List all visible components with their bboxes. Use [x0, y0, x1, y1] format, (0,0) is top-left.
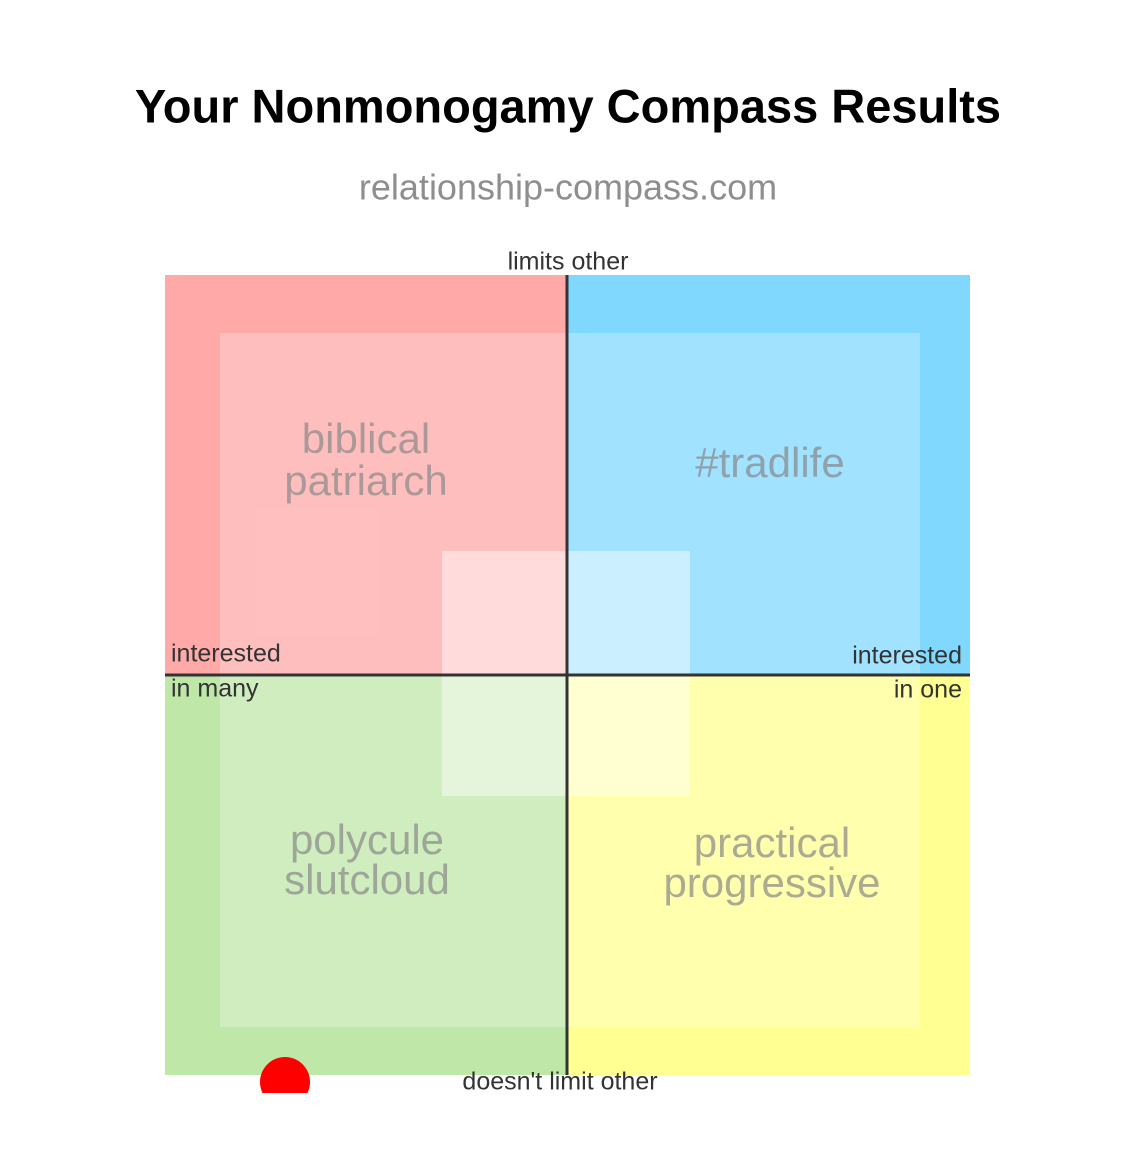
subtitle: relationship-compass.com	[359, 167, 777, 208]
axis-label: interested	[852, 642, 962, 670]
quadrant-label: progressive	[663, 859, 880, 906]
axis-label: doesn't limit other	[462, 1068, 657, 1096]
quadrant-bg	[567, 675, 970, 1075]
quadrant-label: #tradlife	[695, 439, 844, 486]
quadrant-label: patriarch	[284, 457, 447, 504]
axis-label: limits other	[508, 248, 629, 276]
result-marker	[260, 1057, 310, 1093]
quadrant-label: polycule	[290, 816, 444, 863]
quadrant-bg	[567, 275, 970, 675]
quadrant-label: slutcloud	[284, 856, 450, 903]
axis-label: in one	[894, 676, 962, 704]
quadrant-label: practical	[694, 819, 850, 866]
axis-label: in many	[171, 675, 259, 703]
quadrant-bg	[165, 275, 567, 675]
quadrant-bg	[165, 675, 567, 1075]
axis-label: interested	[171, 640, 281, 668]
inner-overlay	[220, 333, 920, 1027]
title: Your Nonmonogamy Compass Results	[135, 79, 1001, 132]
quadrant-label: biblical	[302, 415, 430, 462]
